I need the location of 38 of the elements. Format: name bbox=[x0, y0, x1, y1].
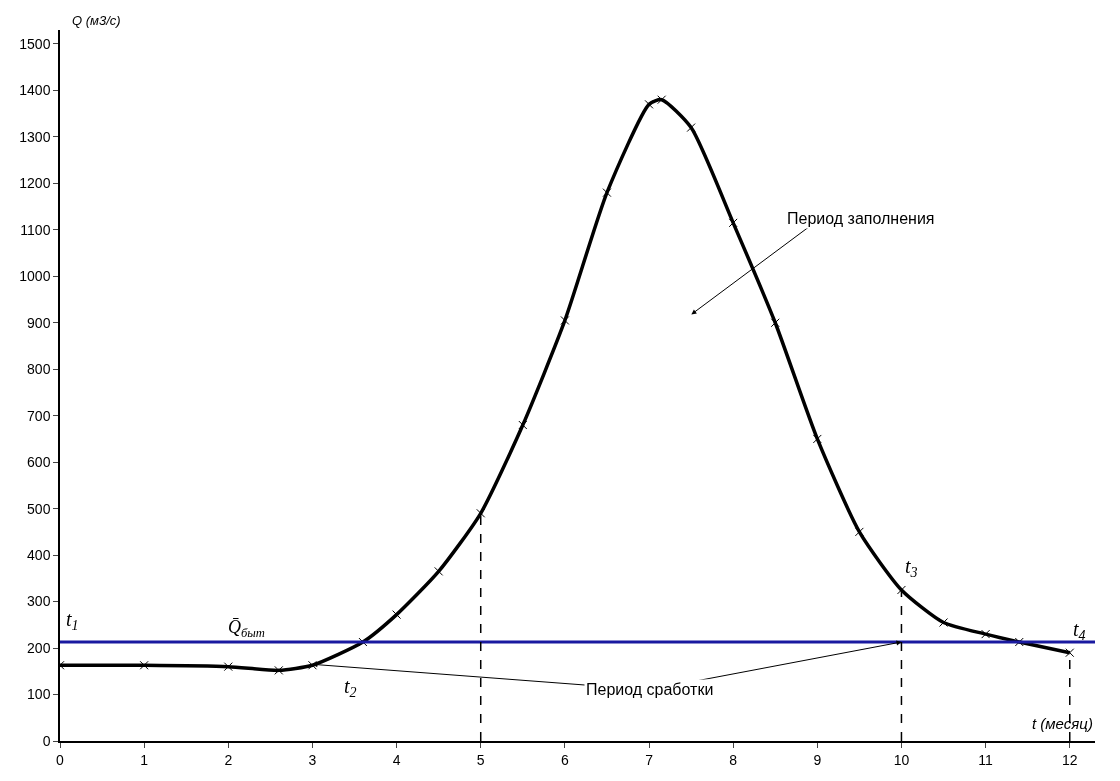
y-axis-title: Q (м3/с) bbox=[72, 13, 121, 28]
x-tick-label: 9 bbox=[813, 751, 822, 768]
y-tick-label: 1300 bbox=[19, 128, 51, 145]
annotation: t$_{3}$ bbox=[905, 555, 918, 581]
x-tick-label: 1 bbox=[140, 751, 149, 768]
x-tick-label: 6 bbox=[560, 751, 569, 768]
y-tick-label: 1000 bbox=[19, 268, 51, 285]
y-tick-label: 900 bbox=[27, 314, 51, 331]
x-axis-title: t (месяц) bbox=[1032, 715, 1093, 732]
y-tick-label: 1500 bbox=[19, 35, 51, 52]
x-tick-label: 11 bbox=[978, 751, 994, 768]
y-tick-label: 1400 bbox=[19, 82, 51, 99]
x-tick-label: 12 bbox=[1061, 751, 1078, 768]
y-tick-label: 100 bbox=[27, 686, 51, 703]
y-tick-label: 700 bbox=[27, 407, 51, 424]
y-tick-label: 1100 bbox=[20, 221, 51, 238]
x-tick-label: 5 bbox=[476, 751, 485, 768]
y-tick-label: 400 bbox=[27, 547, 51, 564]
x-tick-label: 8 bbox=[729, 751, 738, 768]
x-tick-label: 4 bbox=[392, 751, 401, 768]
y-tick-label: 200 bbox=[27, 639, 51, 656]
y-tick-label: 500 bbox=[27, 500, 51, 517]
y-tick-label: 300 bbox=[27, 593, 51, 610]
annotation: Период заполнения bbox=[787, 210, 935, 227]
x-tick-label: 10 bbox=[893, 751, 910, 768]
x-tick-label: 0 bbox=[56, 751, 65, 768]
x-tick-label: 2 bbox=[224, 751, 233, 768]
y-tick-label: 1200 bbox=[19, 175, 51, 192]
x-tick-label: 3 bbox=[308, 751, 317, 768]
y-tick-label: 0 bbox=[42, 732, 51, 749]
ref-line-label: Q̄$_{быт}$ bbox=[228, 617, 265, 640]
annotation: Период сработки bbox=[586, 681, 714, 698]
annotation: t$_{4}$ bbox=[1073, 618, 1086, 644]
y-tick-label: 800 bbox=[27, 361, 51, 378]
x-tick-label: 7 bbox=[645, 751, 654, 768]
annotation: t$_{2}$ bbox=[344, 675, 357, 701]
y-tick-label: 600 bbox=[27, 454, 51, 471]
annotation: t$_{1}$ bbox=[66, 608, 79, 634]
